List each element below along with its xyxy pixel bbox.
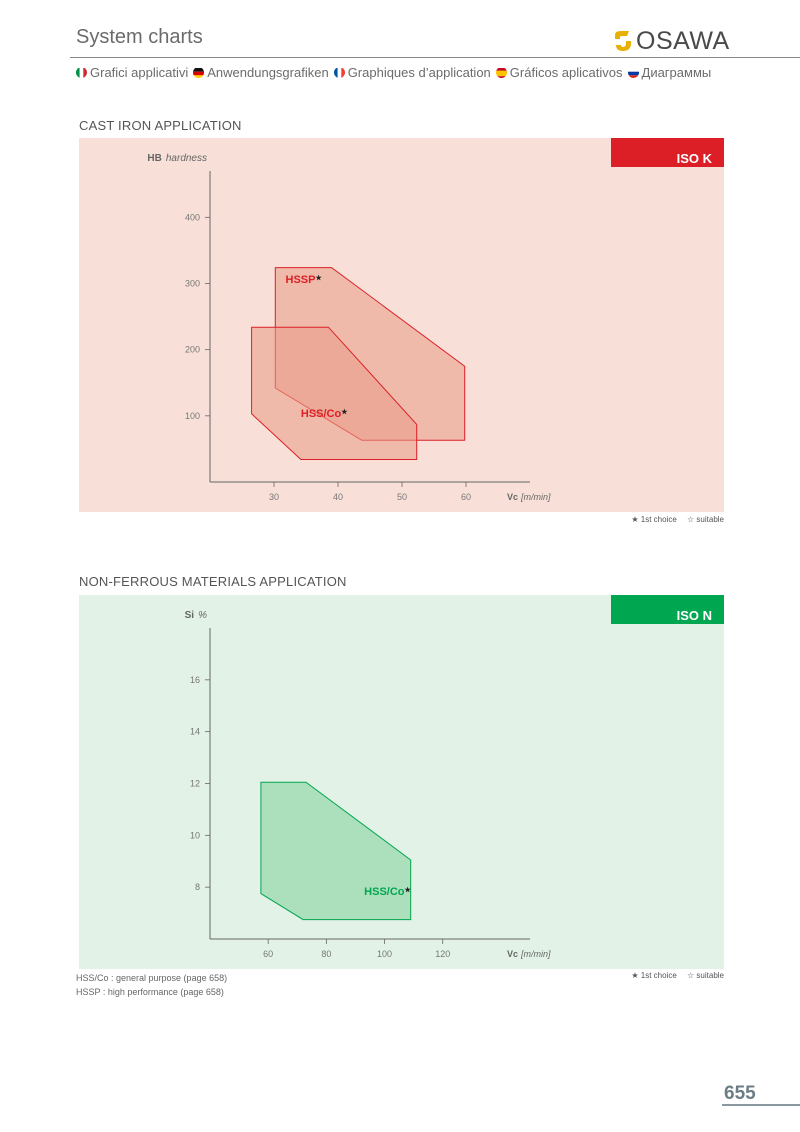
lang-item-german: Anwendungsgrafiken bbox=[193, 65, 329, 80]
legend-suitable: ☆ suitable bbox=[687, 971, 724, 980]
y-tick-label: 16 bbox=[190, 675, 200, 685]
lang-item-spanish: Gráficos aplicativos bbox=[495, 65, 623, 80]
series-label-name: HSSP bbox=[286, 274, 316, 286]
y-tick-label: 100 bbox=[185, 411, 200, 421]
y-axis-label-bold: Si bbox=[185, 610, 195, 621]
region-hss-co bbox=[260, 781, 412, 921]
series-label: HSSP★ bbox=[286, 274, 323, 286]
x-tick-label: 120 bbox=[435, 949, 450, 959]
osawa-logo-icon bbox=[615, 31, 631, 51]
y-axis-label-rest: hardness bbox=[166, 153, 207, 164]
y-axis-label: Si% bbox=[185, 610, 207, 621]
x-tick-label: 60 bbox=[461, 492, 471, 502]
brand-name: OSAWA bbox=[636, 27, 730, 55]
lang-label: Graphiques d’application bbox=[347, 65, 491, 80]
section-title-non-ferrous: NON-FERROUS MATERIALS APPLICATION bbox=[79, 574, 347, 589]
lang-label: Gráficos aplicativos bbox=[509, 65, 623, 80]
y-tick-label: 12 bbox=[190, 779, 200, 789]
legend-suitable: ☆ suitable bbox=[687, 515, 724, 524]
lang-label: Anwendungsgrafiken bbox=[207, 65, 329, 80]
x-tick-label: 30 bbox=[269, 492, 279, 502]
page-number: 655 bbox=[724, 1083, 756, 1104]
y-tick-label: 8 bbox=[195, 882, 200, 892]
series-label-name: HSS/Co bbox=[301, 408, 342, 420]
series-label: HSS/Co★ bbox=[364, 886, 411, 898]
russia-flag-icon bbox=[627, 67, 639, 78]
x-axis-label: Vc [m/min] bbox=[507, 949, 551, 959]
iso-n-badge: ISO N bbox=[611, 595, 724, 624]
x-axis-label-rest: [m/min] bbox=[520, 949, 551, 959]
y-tick-label: 400 bbox=[185, 212, 200, 222]
language-list: Grafici applicativi Anwendungsgrafiken G… bbox=[76, 65, 716, 80]
lang-label: Диаграммы bbox=[641, 65, 712, 80]
x-axis-label-bold: Vc bbox=[507, 492, 518, 502]
region-hss-co bbox=[251, 326, 418, 460]
x-tick-label: 50 bbox=[397, 492, 407, 502]
y-axis-label: HB hardness bbox=[147, 153, 207, 164]
x-axis-label-rest: [m/min] bbox=[520, 492, 551, 502]
x-tick-label: 40 bbox=[333, 492, 343, 502]
france-flag-icon bbox=[333, 67, 345, 78]
lang-item-french: Graphiques d’application bbox=[333, 65, 491, 80]
page-title: System charts bbox=[76, 26, 203, 48]
lang-item-italian: Grafici applicativi bbox=[76, 65, 188, 80]
first-choice-star-icon: ★ bbox=[341, 408, 348, 416]
y-tick-label: 10 bbox=[190, 830, 200, 840]
non-ferrous-chart-svg: 8 10 12 14 16 60 80 100 120 Si % Vc [m/min] HSS/Co★ bbox=[185, 610, 551, 959]
y-tick-label: 200 bbox=[185, 345, 200, 355]
page-number-rule bbox=[722, 1104, 800, 1106]
lang-label: Grafici applicativi bbox=[90, 65, 189, 80]
y-tick-label: 300 bbox=[185, 278, 200, 288]
cast-iron-chart: 100 200 300 400 30 40 50 60 HB hardness Vc [m/min] H… bbox=[79, 138, 724, 512]
iso-k-badge: ISO K bbox=[611, 138, 724, 167]
chart-legend-1: ★ 1st choice ☆ suitable bbox=[623, 515, 724, 524]
x-tick-label: 60 bbox=[263, 949, 273, 959]
brand-logo: OSAWA bbox=[612, 28, 730, 54]
y-tick-label: 14 bbox=[190, 727, 200, 737]
x-axis-label: Vc [m/min] bbox=[507, 492, 551, 502]
chart-legend-2: ★ 1st choice ☆ suitable bbox=[623, 971, 724, 980]
spain-flag-icon bbox=[495, 67, 507, 78]
y-axis-label-bold: HB bbox=[147, 153, 161, 164]
lang-item-russian: Диаграммы bbox=[627, 65, 712, 80]
y-axis-label-rest: % bbox=[198, 610, 207, 621]
germany-flag-icon bbox=[193, 67, 205, 78]
footnote-hssp: HSSP : high performance (page 658) bbox=[76, 987, 224, 997]
x-tick-label: 100 bbox=[377, 949, 392, 959]
x-tick-label: 80 bbox=[321, 949, 331, 959]
footnote-hssco: HSS/Co : general purpose (page 658) bbox=[76, 973, 228, 983]
first-choice-star-icon: ★ bbox=[315, 274, 322, 282]
non-ferrous-chart: 8 10 12 14 16 60 80 100 120 Si% Vc [m/min] HSS/Co★ I… bbox=[79, 595, 724, 969]
cast-iron-chart-svg: 100 200 300 400 30 40 50 60 HB hardness Vc [m/min] H… bbox=[147, 153, 551, 502]
first-choice-star-icon: ★ bbox=[405, 886, 412, 894]
x-axis-label-bold: Vc bbox=[507, 949, 518, 959]
header-divider bbox=[70, 57, 800, 58]
legend-first-choice: ★ 1st choice bbox=[631, 971, 677, 980]
legend-first-choice: ★ 1st choice bbox=[631, 515, 677, 524]
series-label: HSS/Co★ bbox=[301, 408, 348, 420]
italy-flag-icon bbox=[76, 67, 87, 78]
section-title-cast-iron: CAST IRON APPLICATION bbox=[79, 118, 242, 133]
series-label-name: HSS/Co bbox=[364, 886, 405, 898]
